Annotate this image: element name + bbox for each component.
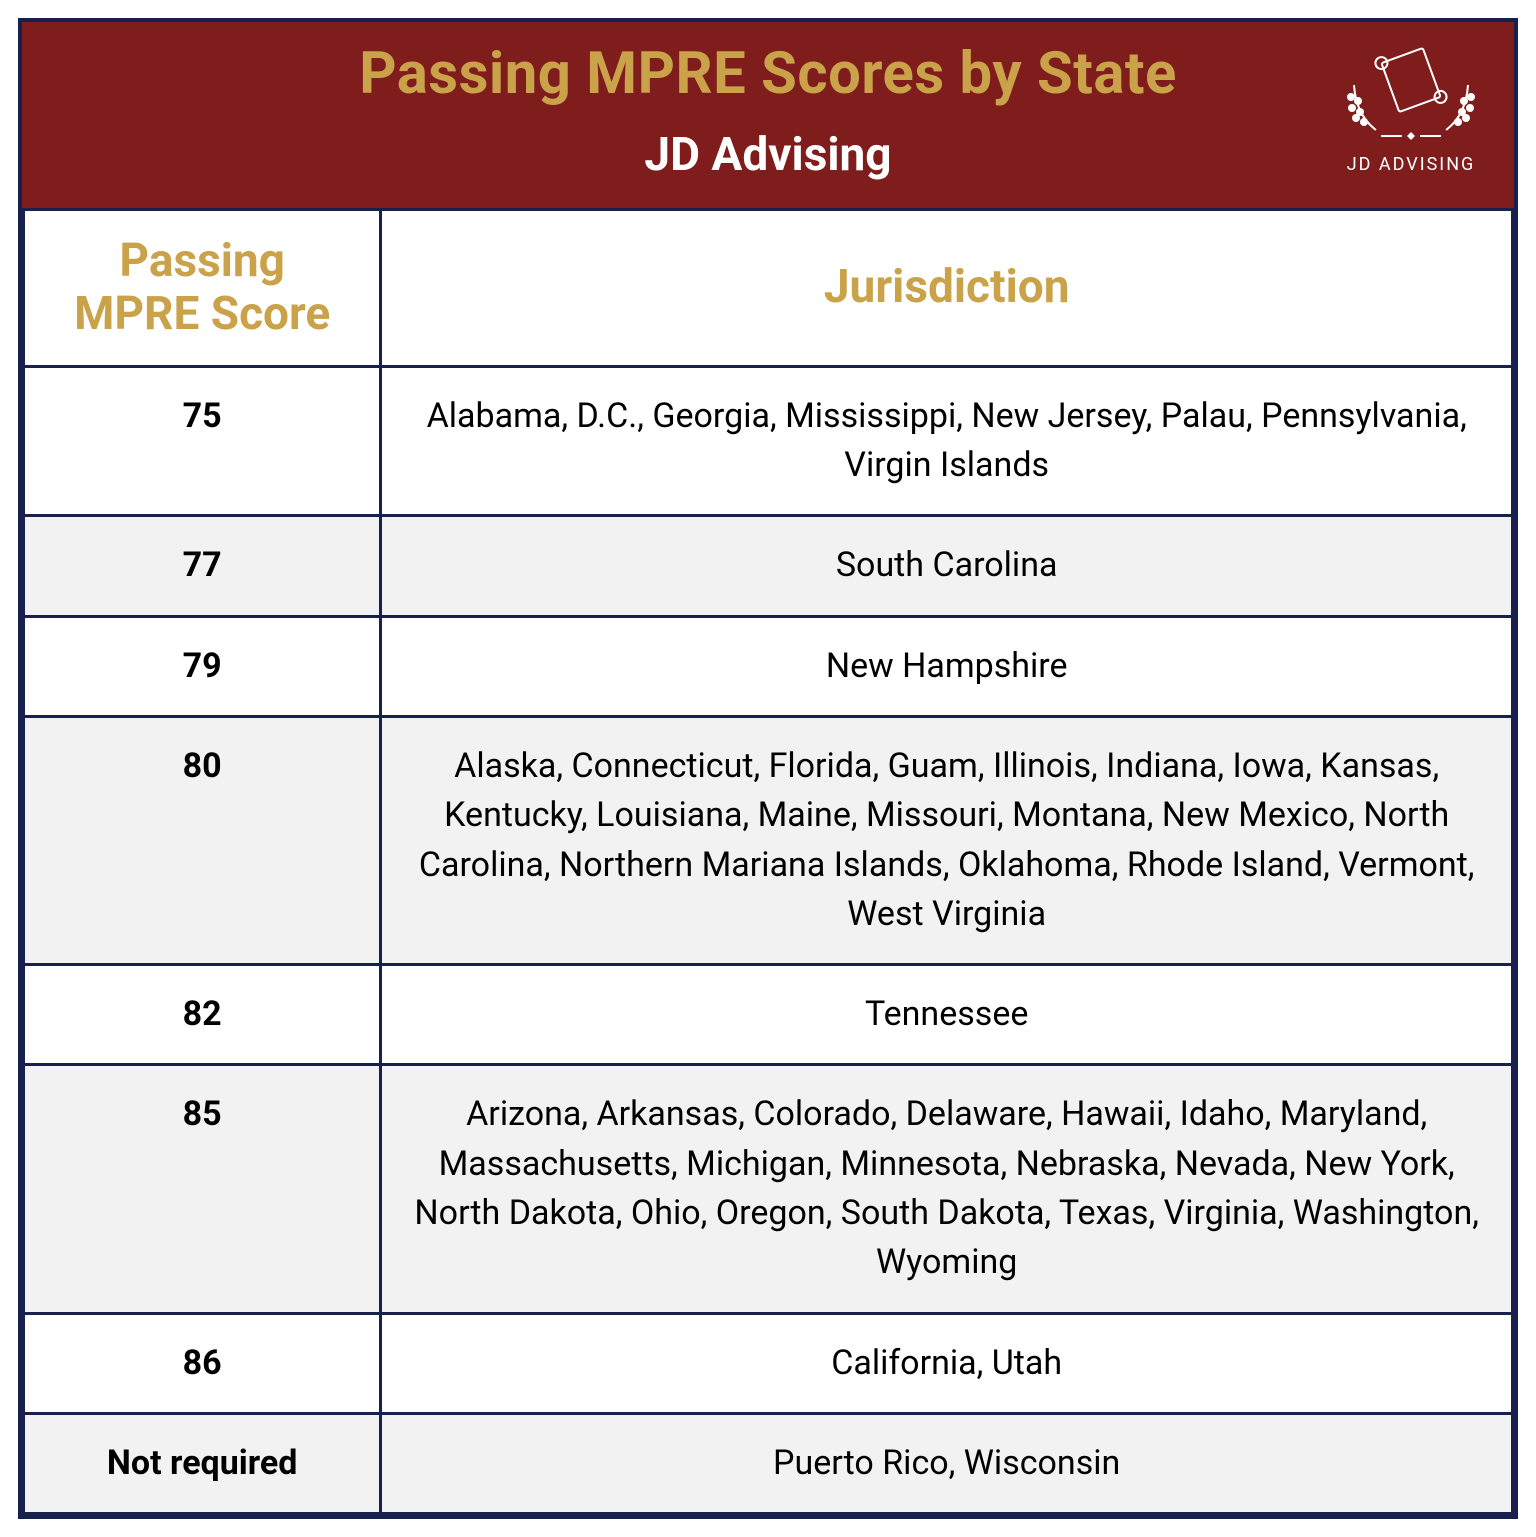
- table-row: 86California, Utah: [24, 1313, 1513, 1413]
- score-cell: 86: [24, 1313, 381, 1413]
- table-row: 82Tennessee: [24, 965, 1513, 1065]
- jurisdiction-cell: New Hampshire: [381, 616, 1513, 716]
- score-cell: 80: [24, 716, 381, 964]
- jurisdiction-cell: California, Utah: [381, 1313, 1513, 1413]
- score-cell: 82: [24, 965, 381, 1065]
- brand-logo-text: JD ADVISING: [1336, 154, 1486, 175]
- score-cell: 79: [24, 616, 381, 716]
- jurisdiction-cell: Alaska, Connecticut, Florida, Guam, Illi…: [381, 716, 1513, 964]
- jurisdiction-cell: Puerto Rico, Wisconsin: [381, 1413, 1513, 1513]
- table-header-block: Passing MPRE Scores by State JD Advising: [22, 22, 1514, 208]
- table-row: Not requiredPuerto Rico, Wisconsin: [24, 1413, 1513, 1513]
- table-row: 85Arizona, Arkansas, Colorado, Delaware,…: [24, 1065, 1513, 1313]
- mpre-table-container: Passing MPRE Scores by State JD Advising: [18, 18, 1518, 1519]
- table-row: 77South Carolina: [24, 516, 1513, 616]
- brand-logo: JD ADVISING: [1336, 40, 1486, 175]
- table-row: 75Alabama, D.C., Georgia, Mississippi, N…: [24, 366, 1513, 516]
- score-cell: 85: [24, 1065, 381, 1313]
- column-header-jurisdiction: Jurisdiction: [381, 210, 1513, 367]
- jurisdiction-cell: Tennessee: [381, 965, 1513, 1065]
- jurisdiction-cell: Arizona, Arkansas, Colorado, Delaware, H…: [381, 1065, 1513, 1313]
- column-header-score: Passing MPRE Score: [24, 210, 381, 367]
- scroll-laurel-icon: [1336, 40, 1486, 150]
- table-row: 79New Hampshire: [24, 616, 1513, 716]
- table-row: 80Alaska, Connecticut, Florida, Guam, Il…: [24, 716, 1513, 964]
- jurisdiction-cell: South Carolina: [381, 516, 1513, 616]
- mpre-scores-table: Passing MPRE Score Jurisdiction 75Alabam…: [22, 208, 1514, 1515]
- score-cell: 77: [24, 516, 381, 616]
- jurisdiction-cell: Alabama, D.C., Georgia, Mississippi, New…: [381, 366, 1513, 516]
- page-subtitle: JD Advising: [42, 128, 1494, 182]
- score-cell: Not required: [24, 1413, 381, 1513]
- score-cell: 75: [24, 366, 381, 516]
- page-title: Passing MPRE Scores by State: [42, 40, 1494, 108]
